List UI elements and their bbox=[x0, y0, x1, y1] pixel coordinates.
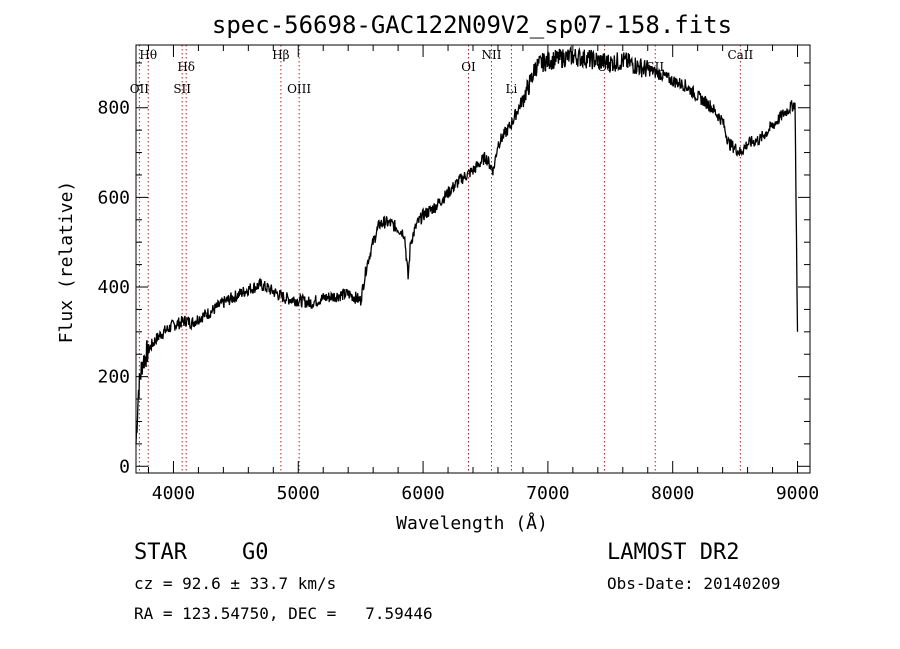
survey-name: LAMOST DR2 bbox=[607, 540, 740, 565]
line-label-7: NII bbox=[481, 48, 501, 62]
x-tick-label: 6000 bbox=[401, 483, 444, 504]
x-tick-label: 8000 bbox=[651, 483, 694, 504]
y-axis-label: Flux (relative) bbox=[56, 181, 77, 344]
object-subclass: G0 bbox=[242, 540, 269, 565]
x-tick-label: 5000 bbox=[277, 483, 320, 504]
line-label-1: OII bbox=[130, 82, 150, 96]
x-tick-label: 4000 bbox=[152, 483, 195, 504]
line-label-5: OIII bbox=[287, 82, 311, 96]
chart-title: spec-56698-GAC122N09V2_sp07-158.fits bbox=[212, 11, 732, 39]
x-tick-label: 7000 bbox=[526, 483, 569, 504]
line-label-6: OI bbox=[461, 60, 476, 74]
spectrum-line bbox=[135, 45, 799, 445]
x-tick-label: 9000 bbox=[776, 483, 819, 504]
redshift-value: cz = 92.6 ± 33.7 km/s bbox=[134, 574, 337, 593]
line-label-11: CaII bbox=[727, 48, 753, 62]
spectrum-chart: spec-56698-GAC122N09V2_sp07-158.fits Hθ O… bbox=[56, 11, 819, 534]
line-label-8: Li bbox=[506, 82, 518, 96]
line-label-4: Hβ bbox=[272, 48, 289, 62]
axis-ticks: 4000 5000 6000 7000 8000 9000 0 200 400 600 800 bbox=[97, 45, 819, 504]
y-tick-label: 400 bbox=[97, 277, 130, 298]
line-label-0: Hθ bbox=[139, 48, 157, 62]
y-tick-label: 200 bbox=[97, 367, 130, 388]
y-tick-label: 0 bbox=[119, 456, 130, 477]
x-axis-label: Wavelength (Å) bbox=[396, 512, 548, 534]
y-tick-label: 800 bbox=[97, 98, 130, 119]
observation-date: Obs-Date: 20140209 bbox=[607, 574, 781, 593]
coordinates: RA = 123.54750, DEC = 7.59446 bbox=[134, 604, 433, 623]
line-label-2: Hδ bbox=[177, 60, 195, 74]
y-tick-label: 600 bbox=[97, 187, 130, 208]
object-type: STAR bbox=[134, 540, 187, 565]
line-label-3: SII bbox=[173, 82, 191, 96]
